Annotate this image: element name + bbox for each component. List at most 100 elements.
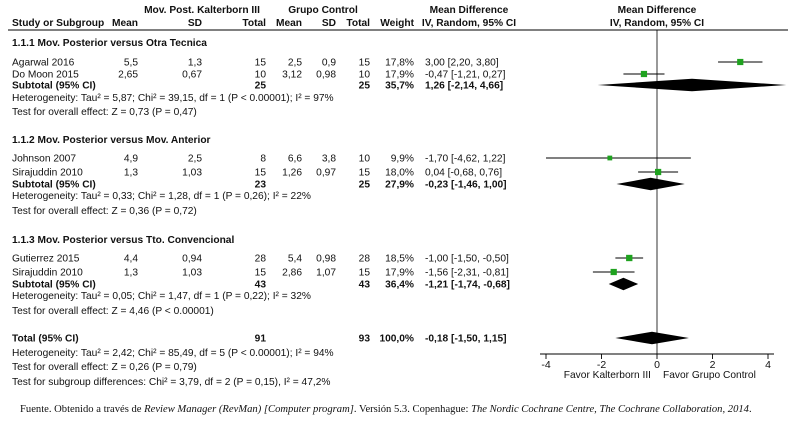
study-mean-2: 5,4 bbox=[288, 254, 302, 265]
study-mean-2: 3,12 bbox=[282, 70, 302, 81]
subtotal-ci: -0,23 [-1,46, 1,00] bbox=[425, 180, 507, 191]
study-weight: 17,8% bbox=[385, 58, 414, 69]
study-square bbox=[607, 155, 613, 161]
subtotal-diamond bbox=[597, 78, 787, 92]
x-axis-tick-label: 0 bbox=[654, 359, 660, 371]
study-mean-1: 4,4 bbox=[124, 254, 138, 265]
subtotal-ci: 1,26 [-2,14, 4,66] bbox=[425, 81, 503, 92]
header-group2: Grupo Control bbox=[288, 5, 358, 16]
study-weight: 17,9% bbox=[385, 268, 414, 279]
header-mean-1: Mean bbox=[112, 18, 138, 29]
header-plot-method: IV, Random, 95% CI bbox=[610, 18, 704, 29]
caption-end: . bbox=[748, 404, 752, 415]
study-mean-1: 4,9 bbox=[124, 154, 138, 165]
subgroup-title: 1.1.2 Mov. Posterior versus Mov. Anterio… bbox=[12, 135, 211, 146]
subgroup-title: 1.1.3 Mov. Posterior versus Tto. Convenc… bbox=[12, 235, 234, 246]
subtotal-label: Subtotal (95% CI) bbox=[12, 280, 96, 291]
subtotal-total-2: 25 bbox=[359, 180, 371, 191]
study-square bbox=[737, 58, 744, 66]
study-sd-2: 0,97 bbox=[316, 168, 336, 179]
header-group1: Mov. Post. Kalterborn III bbox=[144, 5, 260, 16]
study-sd-2: 1,07 bbox=[316, 268, 336, 279]
header-sd-1: SD bbox=[188, 18, 202, 29]
study-mean-1: 5,5 bbox=[124, 58, 138, 69]
study-sd-1: 0,94 bbox=[182, 254, 202, 265]
header-plot-title: Mean Difference bbox=[618, 5, 697, 16]
study-mean-1: 1,3 bbox=[124, 268, 138, 279]
heterogeneity-text: Heterogeneity: Tau² = 0,33; Chi² = 1,28,… bbox=[12, 191, 311, 202]
study-square bbox=[610, 268, 617, 276]
study-ci: -1,70 [-4,62, 1,22] bbox=[425, 154, 506, 165]
total-overall-effect-text: Test for overall effect: Z = 0,26 (P = 0… bbox=[12, 362, 197, 373]
subtotal-label: Subtotal (95% CI) bbox=[12, 81, 96, 92]
total-heterogeneity-text: Heterogeneity: Tau² = 2,42; Chi² = 85,49… bbox=[12, 348, 334, 359]
subtotal-total-2: 25 bbox=[359, 81, 371, 92]
study-sd-2: 0,9 bbox=[322, 58, 336, 69]
study-total-1: 28 bbox=[255, 254, 267, 265]
header-total-1: Total bbox=[242, 18, 266, 29]
study-total-1: 10 bbox=[255, 70, 267, 81]
study-total-2: 15 bbox=[359, 268, 371, 279]
total-diamond bbox=[615, 331, 689, 345]
header-md-method: IV, Random, 95% CI bbox=[422, 18, 516, 29]
study-name: Do Moon 2015 bbox=[12, 70, 79, 81]
study-total-1: 8 bbox=[260, 154, 266, 165]
x-axis-tick-label: -4 bbox=[541, 359, 550, 371]
study-square bbox=[626, 254, 633, 262]
subtotal-weight: 36,4% bbox=[385, 280, 414, 291]
heterogeneity-text: Heterogeneity: Tau² = 0,05; Chi² = 1,47,… bbox=[12, 291, 311, 302]
header-study: Study or Subgroup bbox=[12, 18, 104, 29]
subtotal-total-1: 25 bbox=[255, 81, 267, 92]
total-n-2: 93 bbox=[359, 334, 371, 345]
caption-title: Review Manager (RevMan) [Computer progra… bbox=[144, 404, 354, 415]
x-axis-tick-label: -2 bbox=[597, 359, 606, 371]
x-axis-tick-label: 4 bbox=[765, 359, 771, 371]
study-mean-2: 6,6 bbox=[288, 154, 302, 165]
study-mean-2: 2,86 bbox=[282, 268, 302, 279]
study-ci: -1,00 [-1,50, -0,50] bbox=[425, 254, 509, 265]
subtotal-diamond bbox=[616, 177, 685, 191]
study-sd-2: 0,98 bbox=[316, 254, 336, 265]
study-sd-1: 1,03 bbox=[182, 168, 202, 179]
heterogeneity-text: Heterogeneity: Tau² = 5,87; Chi² = 39,15… bbox=[12, 93, 334, 104]
caption-label: Fuente. bbox=[20, 404, 52, 415]
study-total-2: 10 bbox=[359, 154, 371, 165]
subtotal-total-1: 23 bbox=[255, 180, 267, 191]
header-md-title: Mean Difference bbox=[430, 5, 509, 16]
study-total-1: 15 bbox=[255, 58, 267, 69]
header-weight: Weight bbox=[380, 18, 414, 29]
study-name: Johnson 2007 bbox=[12, 154, 76, 165]
study-weight: 9,9% bbox=[391, 154, 414, 165]
study-ci: -1,56 [-2,31, -0,81] bbox=[425, 268, 509, 279]
header-mean-2: Mean bbox=[276, 18, 302, 29]
study-square bbox=[654, 168, 662, 176]
study-mean-2: 2,5 bbox=[288, 58, 302, 69]
source-caption: Fuente. Obtenido a través de Review Mana… bbox=[20, 404, 790, 415]
subtotal-total-2: 43 bbox=[359, 280, 371, 291]
study-square bbox=[640, 70, 648, 78]
study-total-2: 15 bbox=[359, 168, 371, 179]
study-total-2: 10 bbox=[359, 70, 371, 81]
caption-mid: . Versión 5.3. Copenhague: bbox=[353, 404, 469, 415]
study-weight: 18,0% bbox=[385, 168, 414, 179]
study-mean-1: 1,3 bbox=[124, 168, 138, 179]
study-total-1: 15 bbox=[255, 168, 267, 179]
study-sd-1: 1,3 bbox=[188, 58, 202, 69]
study-total-2: 28 bbox=[359, 254, 371, 265]
overall-effect-text: Test for overall effect: Z = 0,36 (P = 0… bbox=[12, 206, 197, 217]
subtotal-total-1: 43 bbox=[255, 280, 267, 291]
study-sd-1: 2,5 bbox=[188, 154, 202, 165]
study-name: Gutierrez 2015 bbox=[12, 254, 80, 265]
study-mean-1: 2,65 bbox=[118, 70, 138, 81]
study-ci: -0,47 [-1,21, 0,27] bbox=[425, 70, 506, 81]
study-name: Sirajuddin 2010 bbox=[12, 168, 83, 179]
subtotal-weight: 35,7% bbox=[385, 81, 414, 92]
total-ci: -0,18 [-1,50, 1,15] bbox=[425, 334, 507, 345]
study-ci: 0,04 [-0,68, 0,76] bbox=[425, 168, 502, 179]
study-total-1: 15 bbox=[255, 268, 267, 279]
subgroup-differences-text: Test for subgroup differences: Chi² = 3,… bbox=[12, 377, 330, 388]
study-name: Sirajuddin 2010 bbox=[12, 268, 83, 279]
caption-pre: Obtenido a través de bbox=[54, 404, 142, 415]
subgroup-title: 1.1.1 Mov. Posterior versus Otra Tecnica bbox=[12, 38, 207, 49]
